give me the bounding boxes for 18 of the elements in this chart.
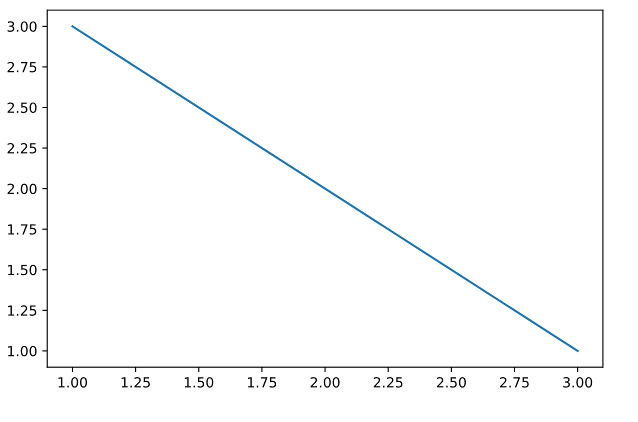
y-tick-label: 2.75 <box>8 62 36 72</box>
y-tick-label: 1.25 <box>8 305 36 316</box>
y-tick-label: 2.50 <box>8 102 37 113</box>
y-tick-label: 2.25 <box>8 143 36 154</box>
x-tick-label: 1.75 <box>248 377 276 388</box>
x-tick-label: 2.00 <box>310 377 340 388</box>
x-tick-label: 1.00 <box>58 377 88 388</box>
y-tick-label: 1.50 <box>8 264 37 276</box>
x-tick-label: 1.25 <box>122 377 150 388</box>
y-tick-label: 1.00 <box>8 346 37 356</box>
x-tick-label: 2.75 <box>500 377 529 388</box>
x-tick-label: 2.50 <box>436 377 466 388</box>
x-tick-label: 1.50 <box>184 377 214 388</box>
y-tick-label: 2.00 <box>8 184 37 194</box>
x-tick-label: 2.25 <box>374 377 402 388</box>
y-tick-label: 3.00 <box>8 21 37 32</box>
y-tick-label: 1.75 <box>8 224 36 235</box>
x-tick-label: 3.00 <box>563 377 592 388</box>
